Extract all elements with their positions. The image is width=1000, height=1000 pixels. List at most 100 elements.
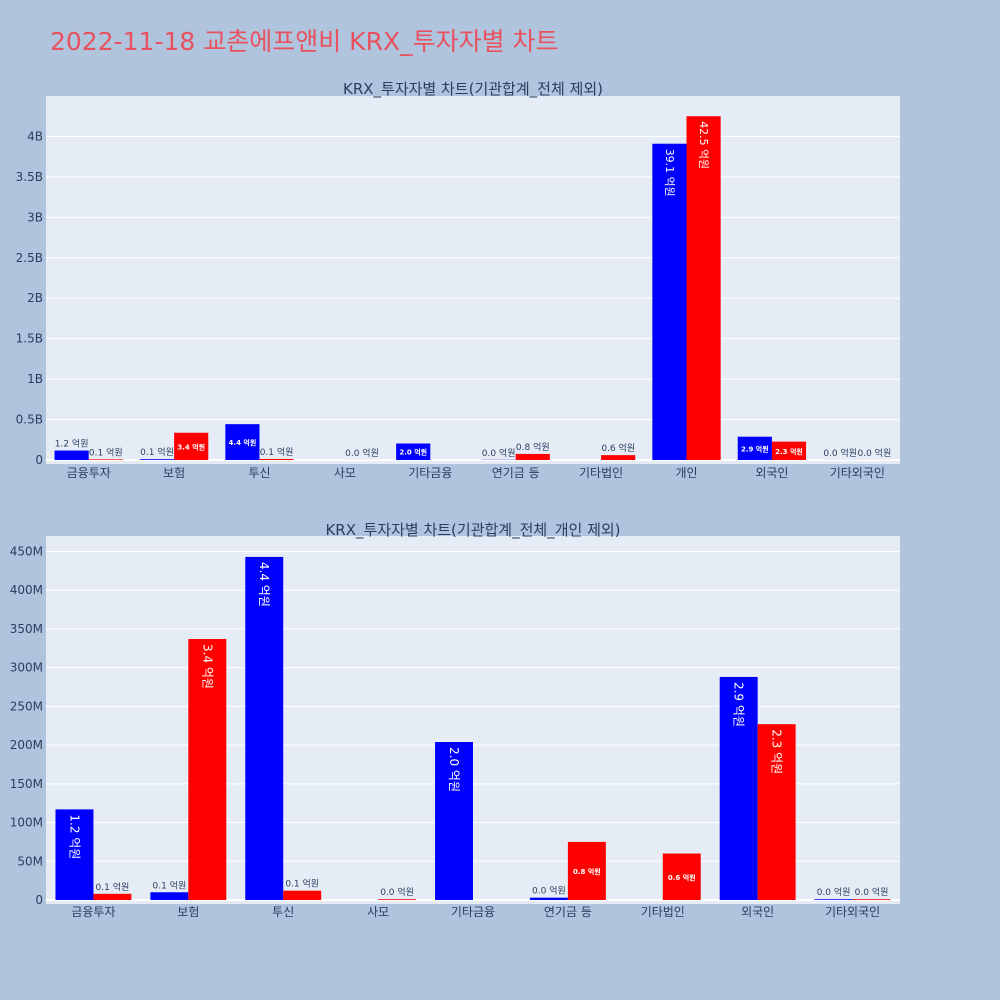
y-tick-label: 2.5B bbox=[16, 251, 43, 265]
sell-bar bbox=[601, 455, 636, 460]
x-tick-label: 기타금융 bbox=[451, 905, 495, 919]
x-tick-label: 사모 bbox=[334, 466, 356, 480]
data-label: 0.0 억원 bbox=[380, 886, 414, 898]
data-label: 0.6 억원 bbox=[668, 873, 696, 882]
x-tick-label: 연기금 등 bbox=[544, 905, 592, 919]
buy-bar bbox=[245, 556, 284, 900]
y-tick-label: 300M bbox=[10, 661, 43, 675]
data-label: 0.1 억원 bbox=[285, 878, 319, 890]
data-label: 3.4 억원 bbox=[177, 442, 205, 451]
sell-bar bbox=[259, 459, 294, 460]
data-label: 0.8 억원 bbox=[573, 867, 601, 876]
x-tick-label: 기타금융 bbox=[408, 466, 452, 480]
page-title: 2022-11-18 교촌에프앤비 KRX_투자자별 차트 bbox=[50, 27, 559, 56]
data-label: 0.0 억원 bbox=[345, 447, 379, 459]
sell-bar bbox=[757, 724, 796, 900]
y-tick-label: 3B bbox=[27, 210, 43, 224]
data-label: 4.4 억원 bbox=[229, 438, 257, 447]
buy-bar bbox=[737, 436, 772, 460]
x-tick-label: 사모 bbox=[367, 905, 389, 919]
data-label: 1.2 억원 bbox=[55, 438, 89, 450]
data-label: 39.1 억원 bbox=[663, 149, 676, 197]
y-tick-label: 1B bbox=[27, 372, 43, 386]
x-tick-label: 외국인 bbox=[755, 466, 788, 480]
chart-1: KRX_투자자별 차트(기관합계_전체 제외) 0 0.5B 1B 1.5B 2B 2.5B… bbox=[16, 80, 900, 480]
data-label: 2.0 억원 bbox=[399, 448, 427, 457]
y-tick-label: 0.5B bbox=[16, 413, 43, 427]
data-label: 2.3 억원 bbox=[775, 447, 803, 456]
y-tick-label: 200M bbox=[10, 738, 43, 752]
data-label: 0.0 억원 bbox=[532, 885, 566, 897]
sell-bar bbox=[188, 639, 227, 900]
data-label: 0.6 억원 bbox=[601, 442, 635, 454]
buy-bar bbox=[55, 809, 94, 900]
sell-bar bbox=[771, 441, 807, 460]
chart-title: KRX_투자자별 차트(기관합계_전체_개인 제외) bbox=[325, 521, 620, 540]
x-tick-label: 보험 bbox=[163, 466, 185, 480]
y-tick-label: 1.5B bbox=[16, 332, 43, 346]
data-label: 0.0 억원 bbox=[855, 886, 889, 898]
x-tick-label: 금융투자 bbox=[67, 466, 111, 480]
sell-bar bbox=[378, 899, 417, 900]
x-tick-label: 기타외국인 bbox=[830, 466, 885, 480]
buy-bar bbox=[54, 450, 89, 460]
data-label: 2.9 억원 bbox=[732, 682, 746, 727]
y-tick-label: 50M bbox=[17, 854, 43, 868]
data-label: 2.0 억원 bbox=[447, 747, 461, 792]
y-tick-label: 400M bbox=[10, 583, 43, 597]
sell-bar bbox=[174, 432, 209, 460]
x-tick-label: 개인 bbox=[675, 466, 697, 480]
sell-bar bbox=[283, 890, 322, 900]
buy-bar bbox=[139, 459, 175, 460]
sell-bar bbox=[852, 899, 891, 900]
chart-2: KRX_투자자별 차트(기관합계_전체_개인 제외) 0 50M 100M 150M 20… bbox=[10, 521, 900, 919]
sell-bar bbox=[686, 116, 721, 460]
buy-bar bbox=[396, 443, 431, 460]
y-tick-label: 4B bbox=[27, 129, 43, 143]
buy-bar bbox=[719, 676, 758, 900]
y-tick-label: 2B bbox=[27, 291, 43, 305]
plot-area bbox=[46, 96, 900, 464]
buy-bar bbox=[529, 897, 568, 900]
x-tick-label: 기타법인 bbox=[641, 905, 685, 919]
data-label: 0.1 억원 bbox=[89, 446, 123, 458]
sell-bar bbox=[567, 841, 606, 900]
data-label: 2.3 억원 bbox=[770, 729, 784, 774]
data-label: 0.0 억원 bbox=[858, 447, 892, 459]
sell-bar bbox=[88, 459, 123, 460]
y-tick-label: 450M bbox=[10, 544, 43, 558]
y-tick-label: 0 bbox=[35, 893, 43, 907]
data-label: 1.2 억원 bbox=[67, 814, 81, 859]
x-tick-label: 투신 bbox=[248, 466, 270, 480]
data-label: 4.4 억원 bbox=[257, 562, 271, 607]
x-tick-label: 보험 bbox=[177, 905, 199, 919]
y-tick-label: 250M bbox=[10, 699, 43, 713]
data-label: 0.1 억원 bbox=[140, 446, 174, 458]
y-tick-label: 150M bbox=[10, 777, 43, 791]
buy-bar bbox=[814, 899, 853, 900]
sell-bar bbox=[93, 893, 132, 900]
data-label: 0.0 억원 bbox=[823, 447, 857, 459]
data-label: 3.4 억원 bbox=[200, 644, 214, 689]
data-label: 0.8 억원 bbox=[516, 441, 550, 453]
sell-bar bbox=[662, 853, 701, 900]
x-tick-label: 기타법인 bbox=[579, 466, 623, 480]
data-label: 2.9 억원 bbox=[741, 444, 769, 453]
chart-title: KRX_투자자별 차트(기관합계_전체 제외) bbox=[343, 80, 603, 99]
y-tick-label: 100M bbox=[10, 816, 43, 830]
y-tick-label: 350M bbox=[10, 622, 43, 636]
buy-bar bbox=[652, 143, 687, 461]
x-tick-label: 기타외국인 bbox=[825, 905, 880, 919]
data-label: 0.1 억원 bbox=[96, 881, 130, 893]
x-tick-label: 연기금 등 bbox=[492, 466, 540, 480]
data-label: 0.0 억원 bbox=[482, 447, 516, 459]
data-label: 0.1 억원 bbox=[152, 879, 186, 891]
y-tick-label: 3.5B bbox=[16, 170, 43, 184]
x-tick-label: 금융투자 bbox=[71, 905, 115, 919]
x-tick-label: 외국인 bbox=[741, 905, 774, 919]
y-tick-label: 0 bbox=[35, 453, 43, 467]
data-label: 0.0 억원 bbox=[817, 886, 851, 898]
buy-bar bbox=[225, 424, 260, 460]
data-label: 0.1 억원 bbox=[260, 446, 294, 458]
